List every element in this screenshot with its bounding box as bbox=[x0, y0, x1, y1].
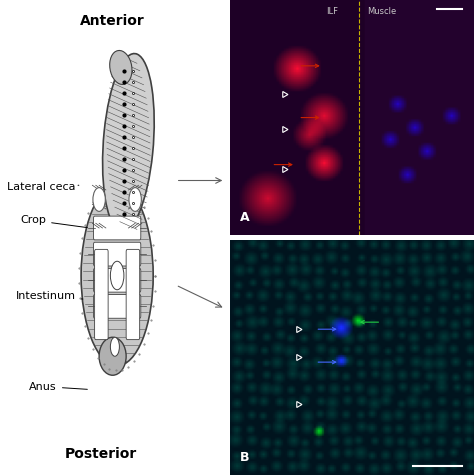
FancyBboxPatch shape bbox=[93, 294, 141, 318]
Ellipse shape bbox=[110, 261, 124, 290]
Text: B: B bbox=[240, 451, 249, 464]
Text: Posterior: Posterior bbox=[65, 447, 137, 461]
Text: Anus: Anus bbox=[29, 381, 87, 391]
FancyBboxPatch shape bbox=[95, 249, 108, 340]
Ellipse shape bbox=[110, 337, 119, 356]
Ellipse shape bbox=[129, 188, 141, 211]
Text: Intestinum: Intestinum bbox=[16, 291, 83, 301]
Text: Crop: Crop bbox=[20, 215, 87, 228]
Text: Muscle: Muscle bbox=[367, 7, 396, 16]
Ellipse shape bbox=[99, 337, 126, 375]
FancyBboxPatch shape bbox=[93, 268, 141, 292]
Ellipse shape bbox=[102, 54, 154, 231]
Ellipse shape bbox=[93, 188, 105, 211]
Text: Anterior: Anterior bbox=[80, 14, 145, 28]
Text: Lateral ceca: Lateral ceca bbox=[7, 182, 79, 192]
Ellipse shape bbox=[81, 185, 153, 366]
Text: A: A bbox=[240, 211, 249, 224]
Text: ILF: ILF bbox=[327, 7, 338, 16]
FancyBboxPatch shape bbox=[126, 249, 140, 340]
FancyBboxPatch shape bbox=[93, 242, 141, 266]
FancyBboxPatch shape bbox=[93, 216, 141, 240]
Ellipse shape bbox=[109, 50, 132, 85]
